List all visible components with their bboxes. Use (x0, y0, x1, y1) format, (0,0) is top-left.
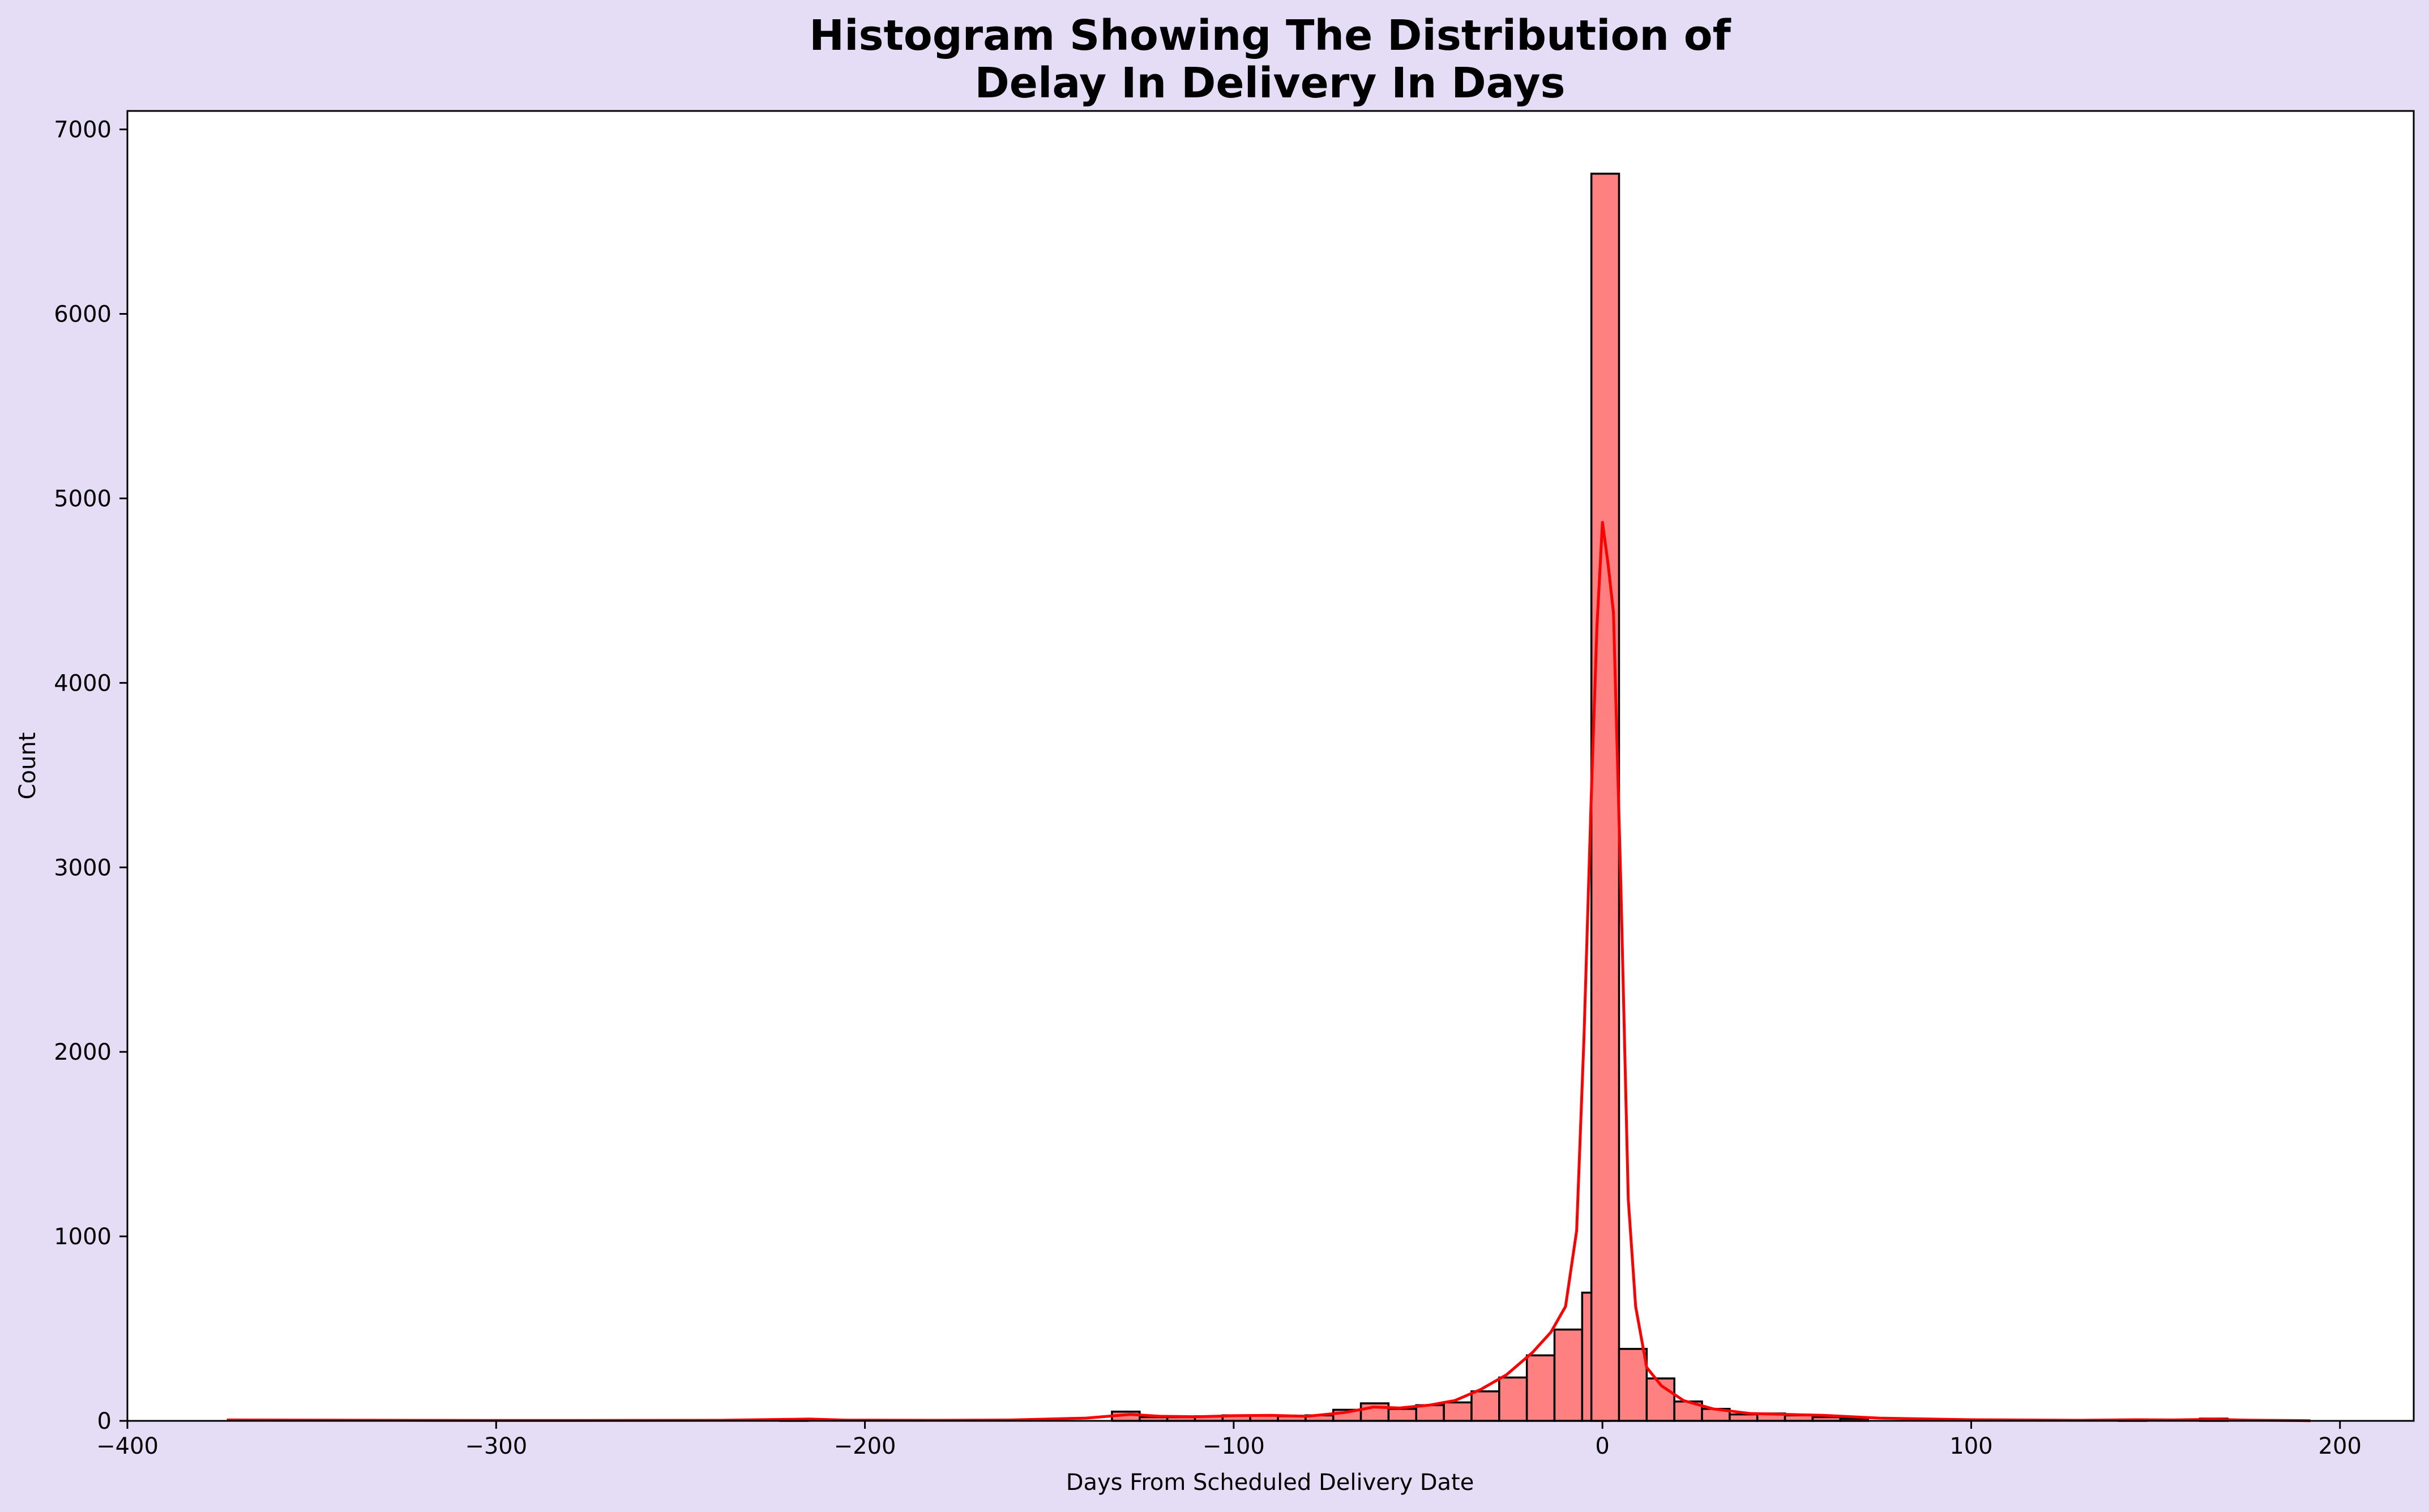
plot-area (127, 111, 2414, 1421)
histogram-bar (1525, 1354, 1556, 1422)
histogram-bar (1387, 1408, 1418, 1422)
histogram-bar (1415, 1404, 1445, 1422)
histogram-bar (1470, 1390, 1500, 1422)
chart-title-line-1: Histogram Showing The Distribution of (809, 11, 1731, 60)
chart-title-line-2: Delay In Delivery In Days (974, 59, 1565, 108)
y-tick-label: 1000 (54, 1224, 112, 1250)
histogram-bar (1590, 173, 1620, 1422)
x-axis-ticks: −400 −300 −200 −100 0 100 200 (96, 1421, 2362, 1459)
x-axis-label: Days From Scheduled Delivery Date (1066, 1470, 1474, 1496)
kde-curve (226, 521, 2311, 1423)
histogram-bar (1618, 1348, 1648, 1422)
y-tick-label: 3000 (54, 855, 112, 881)
plot-frame (126, 110, 2415, 1422)
y-tick-label: 5000 (54, 486, 112, 512)
x-tick-label: 200 (2319, 1433, 2362, 1459)
x-tick-label: 100 (1949, 1433, 1992, 1459)
y-axis-ticks: 0 1000 2000 3000 4000 5000 6000 7000 (54, 117, 127, 1434)
x-tick-label: −100 (1203, 1433, 1265, 1459)
y-tick-label: 2000 (54, 1039, 112, 1065)
x-tick-label: −300 (465, 1433, 527, 1459)
y-tick-label: 6000 (54, 302, 112, 328)
histogram-bar (1443, 1401, 1473, 1422)
y-tick-label: 4000 (54, 670, 112, 696)
histogram-bar (1553, 1328, 1584, 1422)
histogram-bar (1729, 1413, 1759, 1422)
histogram-bar (1498, 1376, 1528, 1422)
y-axis-label: Count (15, 733, 41, 800)
y-tick-label: 0 (97, 1408, 112, 1434)
x-tick-label: 0 (1595, 1433, 1609, 1459)
x-tick-label: −400 (96, 1433, 159, 1459)
y-tick-label: 7000 (54, 117, 112, 143)
x-tick-label: −200 (834, 1433, 896, 1459)
